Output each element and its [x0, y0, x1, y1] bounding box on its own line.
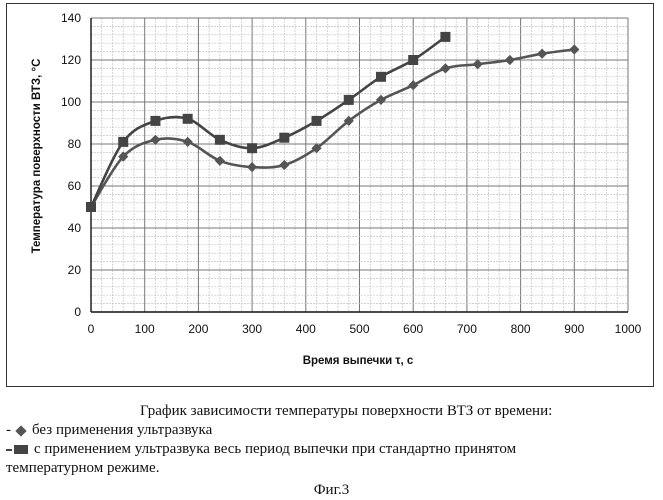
diamond-marker-icon: [15, 424, 27, 437]
x-tick-label: 200: [188, 322, 208, 336]
data-point-diamond: [569, 44, 580, 55]
data-point-diamond: [440, 63, 451, 74]
data-point-diamond: [375, 94, 387, 105]
data-point-square: [408, 55, 419, 65]
x-axis-title: Время выпечки τ, с: [303, 355, 414, 367]
data-point-diamond: [311, 143, 322, 154]
data-point-diamond: [247, 162, 258, 173]
legend-label-with-ultrasound: с применением ультразвука весь период вы…: [34, 441, 517, 457]
data-point-diamond: [279, 159, 290, 171]
axes: [90, 18, 628, 313]
y-tick-label: 80: [68, 137, 82, 151]
x-tick-label: 600: [403, 322, 423, 336]
figure-label: Фиг.3: [313, 482, 350, 498]
x-tick-label: 100: [135, 322, 155, 336]
data-point-diamond: [408, 80, 419, 91]
y-tick-label: 140: [61, 11, 81, 25]
data-point-square: [343, 94, 354, 105]
data-point-square: [247, 143, 258, 154]
grid: [90, 17, 629, 313]
data-point-square: [118, 136, 129, 147]
legend-item-without-ultrasound: - без применения ультразвука: [0, 421, 663, 440]
data-point-diamond: [214, 155, 225, 166]
square-marker-icon: [14, 445, 28, 454]
x-tick-label: 800: [511, 322, 531, 336]
data-point-square: [375, 71, 386, 82]
legend-item-with-ultrasound: с применением ультразвука весь период вы…: [0, 440, 663, 459]
data-point-diamond: [536, 48, 548, 59]
series-line-without-ultrasound: [89, 48, 575, 208]
y-tick-label: 0: [74, 305, 81, 319]
data-point-diamond: [472, 59, 483, 70]
legend-label-continuation: температурном режиме.: [6, 460, 160, 476]
series-line-with-ultrasound: [89, 35, 447, 208]
x-tick-label: 700: [457, 322, 477, 336]
legend-label-without-ultrasound: без применения ультразвука: [32, 422, 213, 438]
chart-frame: 0 100 200 300 400 500 600 700 800 900 1000 0 20 40 60 8…: [6, 3, 654, 387]
tick-labels: 0 100 200 300 400 500 600 700 800 900 1000 0 20 40 60 8…: [61, 11, 642, 336]
data-point-square: [182, 113, 193, 124]
data-point-square: [150, 115, 161, 126]
series-layer: [85, 31, 580, 213]
data-point-square: [440, 31, 451, 42]
y-tick-label: 100: [61, 95, 81, 109]
caption-title: График зависимости температуры поверхнос…: [140, 403, 553, 419]
x-tick-label: 0: [88, 322, 95, 336]
figure-caption: График зависимости температуры поверхнос…: [0, 402, 663, 478]
y-tick-label: 120: [61, 53, 81, 67]
x-tick-label: 1000: [615, 322, 642, 336]
legend-dash-line: [6, 448, 12, 451]
y-tick-label: 20: [68, 263, 82, 277]
y-tick-label: 60: [68, 179, 82, 193]
x-tick-label: 500: [349, 322, 369, 336]
y-axis-title: Температура поверхности ВТЗ, °С: [31, 59, 43, 254]
x-tick-label: 900: [564, 322, 584, 336]
x-tick-label: 300: [242, 322, 262, 336]
data-point-diamond: [504, 54, 515, 66]
data-point-diamond: [118, 151, 129, 162]
data-point-diamond: [182, 136, 193, 147]
data-point-square: [311, 115, 322, 126]
data-point-square: [86, 202, 96, 212]
data-point-square: [214, 134, 225, 145]
legend-dash: -: [6, 422, 11, 438]
data-point-diamond: [150, 134, 161, 145]
data-point-square: [279, 132, 290, 143]
line-chart: 0 100 200 300 400 500 600 700 800 900 1000 0 20 40 60 8…: [31, 11, 642, 367]
y-tick-label: 40: [68, 221, 82, 235]
x-tick-label: 400: [296, 322, 316, 336]
